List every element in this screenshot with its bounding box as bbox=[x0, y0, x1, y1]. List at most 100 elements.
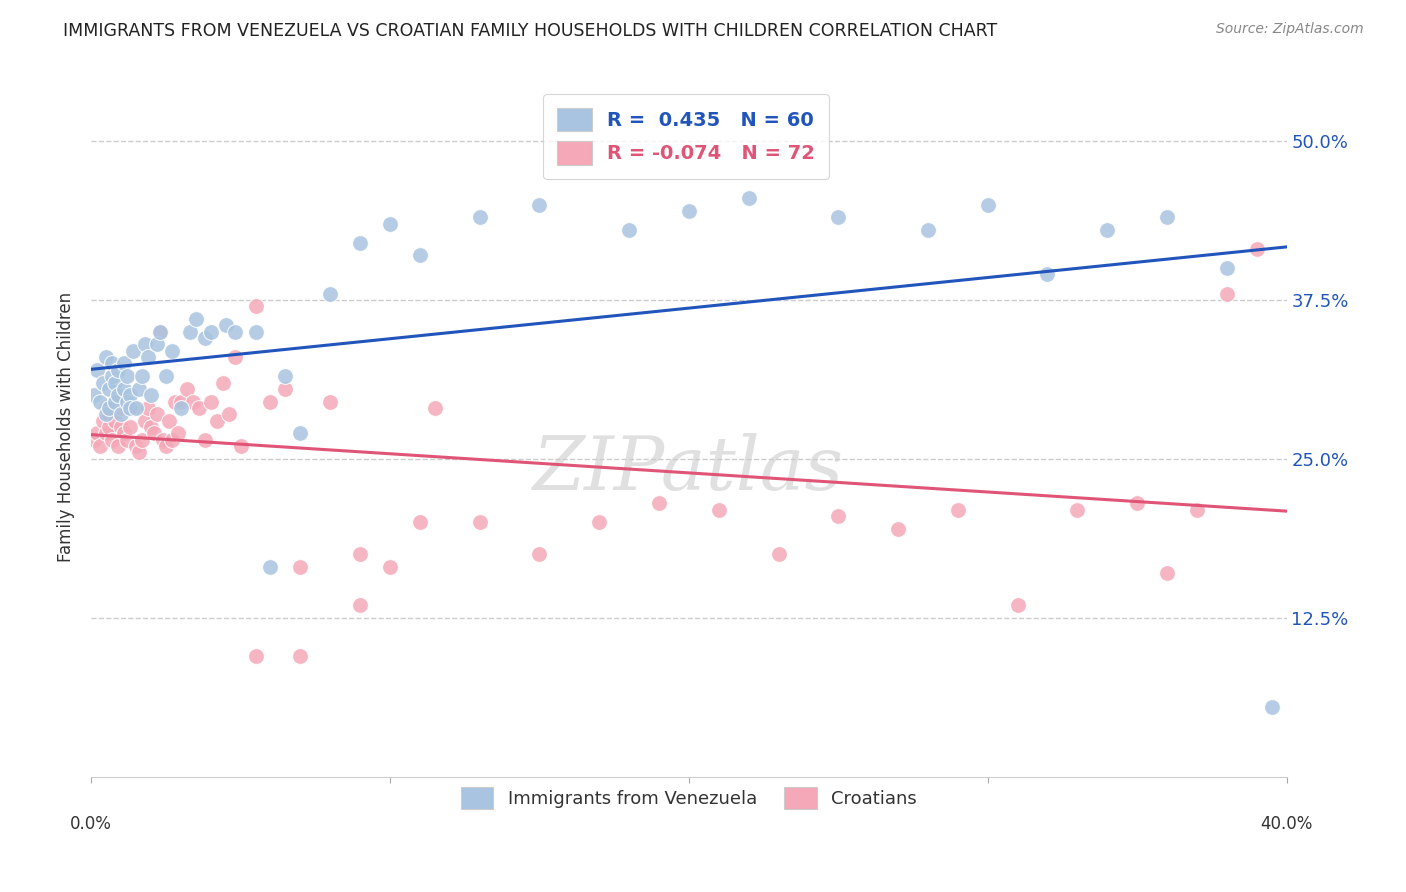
Point bbox=[290, 560, 312, 574]
Point bbox=[768, 547, 790, 561]
Point bbox=[155, 369, 177, 384]
Point bbox=[94, 350, 117, 364]
Point bbox=[160, 343, 183, 358]
Point bbox=[104, 376, 127, 390]
Point bbox=[86, 363, 108, 377]
Point bbox=[1246, 242, 1268, 256]
Point bbox=[101, 369, 124, 384]
Point bbox=[149, 325, 172, 339]
Point bbox=[155, 439, 177, 453]
Point bbox=[184, 312, 207, 326]
Point bbox=[648, 496, 671, 510]
Point bbox=[149, 325, 172, 339]
Point bbox=[89, 439, 111, 453]
Point bbox=[1036, 268, 1059, 282]
Point bbox=[194, 433, 217, 447]
Point bbox=[224, 325, 246, 339]
Point bbox=[1097, 223, 1119, 237]
Point bbox=[200, 394, 222, 409]
Point bbox=[1126, 496, 1149, 510]
Point bbox=[136, 350, 159, 364]
Point bbox=[152, 433, 174, 447]
Point bbox=[678, 203, 700, 218]
Point bbox=[170, 394, 193, 409]
Point bbox=[110, 407, 132, 421]
Point bbox=[211, 376, 233, 390]
Point bbox=[107, 363, 129, 377]
Point bbox=[157, 414, 180, 428]
Point bbox=[529, 547, 551, 561]
Point bbox=[946, 502, 969, 516]
Point bbox=[112, 382, 135, 396]
Point bbox=[917, 223, 939, 237]
Point bbox=[290, 426, 312, 441]
Point bbox=[104, 394, 127, 409]
Point bbox=[224, 350, 246, 364]
Point bbox=[134, 414, 156, 428]
Point bbox=[134, 337, 156, 351]
Point bbox=[170, 401, 193, 415]
Point bbox=[245, 648, 267, 663]
Point bbox=[131, 369, 153, 384]
Text: 0.0%: 0.0% bbox=[70, 815, 112, 833]
Point bbox=[827, 211, 849, 225]
Point bbox=[423, 401, 446, 415]
Point bbox=[468, 211, 491, 225]
Point bbox=[707, 502, 730, 516]
Point bbox=[91, 376, 114, 390]
Point bbox=[290, 648, 312, 663]
Point bbox=[349, 598, 371, 612]
Point bbox=[163, 394, 186, 409]
Point bbox=[274, 369, 297, 384]
Point bbox=[214, 318, 236, 333]
Point bbox=[107, 388, 129, 402]
Point bbox=[1156, 211, 1178, 225]
Point bbox=[136, 401, 159, 415]
Point bbox=[94, 401, 117, 415]
Point bbox=[112, 356, 135, 370]
Point bbox=[827, 508, 849, 523]
Point bbox=[86, 426, 108, 441]
Point bbox=[274, 382, 297, 396]
Point bbox=[977, 197, 1000, 211]
Point bbox=[115, 394, 138, 409]
Point bbox=[128, 382, 150, 396]
Point bbox=[1216, 261, 1239, 276]
Point bbox=[166, 426, 188, 441]
Point bbox=[1216, 286, 1239, 301]
Point bbox=[139, 388, 162, 402]
Point bbox=[319, 394, 342, 409]
Point bbox=[110, 420, 132, 434]
Point bbox=[107, 439, 129, 453]
Point bbox=[83, 433, 105, 447]
Point bbox=[737, 191, 759, 205]
Point bbox=[218, 407, 240, 421]
Point bbox=[1156, 566, 1178, 581]
Point bbox=[94, 407, 117, 421]
Point bbox=[110, 401, 132, 415]
Point bbox=[122, 401, 145, 415]
Point bbox=[259, 394, 281, 409]
Point bbox=[205, 414, 228, 428]
Point bbox=[104, 414, 127, 428]
Point bbox=[125, 401, 148, 415]
Point bbox=[146, 407, 169, 421]
Point bbox=[112, 426, 135, 441]
Point bbox=[887, 522, 910, 536]
Point bbox=[349, 547, 371, 561]
Point bbox=[179, 325, 201, 339]
Point bbox=[104, 394, 127, 409]
Point bbox=[588, 516, 610, 530]
Point bbox=[181, 394, 204, 409]
Point bbox=[101, 356, 124, 370]
Point bbox=[349, 235, 371, 250]
Point bbox=[98, 420, 121, 434]
Text: ZIPatlas: ZIPatlas bbox=[533, 433, 845, 505]
Point bbox=[98, 401, 121, 415]
Point bbox=[229, 439, 252, 453]
Point bbox=[1260, 699, 1282, 714]
Point bbox=[128, 445, 150, 459]
Point bbox=[200, 325, 222, 339]
Point bbox=[91, 414, 114, 428]
Y-axis label: Family Households with Children: Family Households with Children bbox=[58, 292, 75, 562]
